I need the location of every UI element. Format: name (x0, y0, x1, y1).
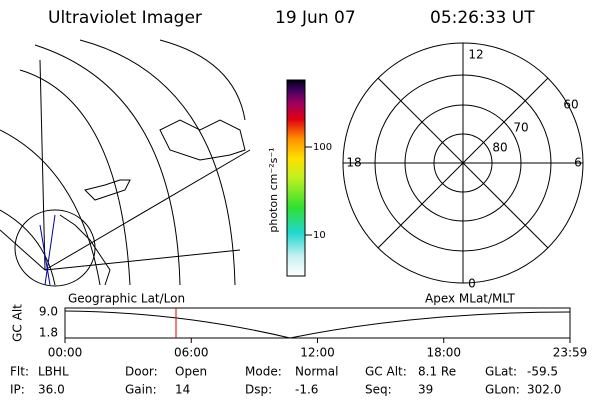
colorbar-unit: photon cm⁻²s⁻¹ (267, 147, 280, 232)
strip-axis-label: GC Alt (11, 304, 25, 342)
time-tick-label: 18:00 (426, 346, 461, 360)
lat-label: 80 (492, 141, 507, 155)
time-tick-label: 12:00 (300, 346, 335, 360)
colorbar (286, 79, 306, 277)
altitude-curve (64, 310, 571, 339)
strip-frame (64, 307, 571, 339)
field-label: Flt: (10, 365, 29, 379)
time: 05:26:33 UT (430, 8, 535, 28)
date: 19 Jun 07 (275, 8, 356, 28)
geographic-map (0, 39, 251, 287)
time-tick-label: 00:00 (48, 346, 83, 360)
time-tick-label: 06:00 (174, 346, 209, 360)
mlt-label: 6 (574, 156, 582, 170)
field-label: GLon: (485, 383, 520, 397)
field-value: 8.1 Re (418, 365, 456, 379)
field-label: Dsp: (245, 383, 272, 397)
lat-label: 60 (563, 98, 578, 112)
field-value: Open (175, 365, 207, 379)
strip-left-label: Geographic Lat/Lon (68, 292, 185, 306)
strip-tick-label: 1.8 (39, 326, 58, 340)
field-label: Mode: (245, 365, 282, 379)
field-value: 39 (418, 383, 433, 397)
mlt-label: 0 (468, 277, 476, 291)
colorbar-tick-label: 100 (313, 142, 332, 153)
colorbar-tick-label: 10 (313, 230, 326, 241)
strip-tick-label: 9.0 (39, 305, 58, 319)
field-value: 14 (175, 383, 190, 397)
field-value: -59.5 (527, 365, 558, 379)
field-label: Seq: (365, 383, 392, 397)
strip-right-label: Apex MLat/MLT (425, 292, 515, 306)
field-value: 36.0 (38, 383, 65, 397)
field-value: Normal (295, 365, 338, 379)
lat-label: 70 (513, 121, 528, 135)
field-label: GLat: (485, 365, 517, 379)
field-label: Door: (125, 365, 158, 379)
field-value: LBHL (38, 365, 69, 379)
mlt-label: 12 (468, 48, 483, 62)
mlt-label: 18 (346, 156, 361, 170)
field-label: Gain: (125, 383, 157, 397)
title: Ultraviolet Imager (48, 8, 202, 28)
field-label: IP: (10, 383, 25, 397)
field-value: 302.0 (527, 383, 561, 397)
polar-plot (342, 42, 584, 284)
field-value: -1.6 (295, 383, 318, 397)
field-label: GC Alt: (365, 365, 407, 379)
time-tick-label: 23:59 (553, 346, 588, 360)
